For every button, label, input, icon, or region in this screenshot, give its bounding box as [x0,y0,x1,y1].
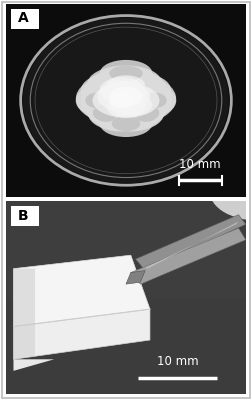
Ellipse shape [102,85,136,104]
Ellipse shape [88,100,145,132]
Polygon shape [13,269,35,359]
Ellipse shape [88,94,126,122]
Polygon shape [131,228,246,284]
Ellipse shape [100,110,152,137]
Bar [11,206,39,226]
Ellipse shape [136,106,159,122]
Ellipse shape [210,163,252,220]
Ellipse shape [76,85,119,116]
Text: B: B [18,209,28,223]
Ellipse shape [107,75,145,95]
Ellipse shape [81,75,133,110]
Ellipse shape [76,77,147,124]
Ellipse shape [126,94,164,122]
Ellipse shape [109,93,133,108]
Ellipse shape [85,93,109,108]
Text: A: A [18,12,28,26]
Polygon shape [13,309,150,359]
Ellipse shape [88,66,155,97]
Ellipse shape [121,71,159,99]
Polygon shape [126,271,145,284]
Text: 10 mm: 10 mm [179,158,221,170]
Ellipse shape [80,72,171,129]
Ellipse shape [105,77,176,124]
Ellipse shape [85,68,167,110]
Ellipse shape [109,93,152,116]
Ellipse shape [23,18,229,183]
Polygon shape [13,359,54,371]
Polygon shape [13,255,150,326]
Ellipse shape [92,83,160,118]
Ellipse shape [107,100,164,132]
Polygon shape [145,222,238,269]
Polygon shape [136,215,246,271]
Ellipse shape [107,98,145,118]
Ellipse shape [119,75,171,110]
Text: 10 mm: 10 mm [157,355,198,368]
Ellipse shape [109,87,143,106]
Bar [11,9,39,29]
Ellipse shape [93,106,116,122]
Bar [6,201,246,298]
Polygon shape [140,238,238,284]
Ellipse shape [88,93,164,131]
Ellipse shape [100,60,152,87]
Ellipse shape [93,71,131,99]
Ellipse shape [112,116,140,131]
Ellipse shape [100,66,162,97]
Ellipse shape [143,93,167,108]
Ellipse shape [119,85,147,104]
Ellipse shape [109,66,143,81]
Ellipse shape [133,85,176,116]
Ellipse shape [97,81,150,112]
Ellipse shape [100,77,143,100]
